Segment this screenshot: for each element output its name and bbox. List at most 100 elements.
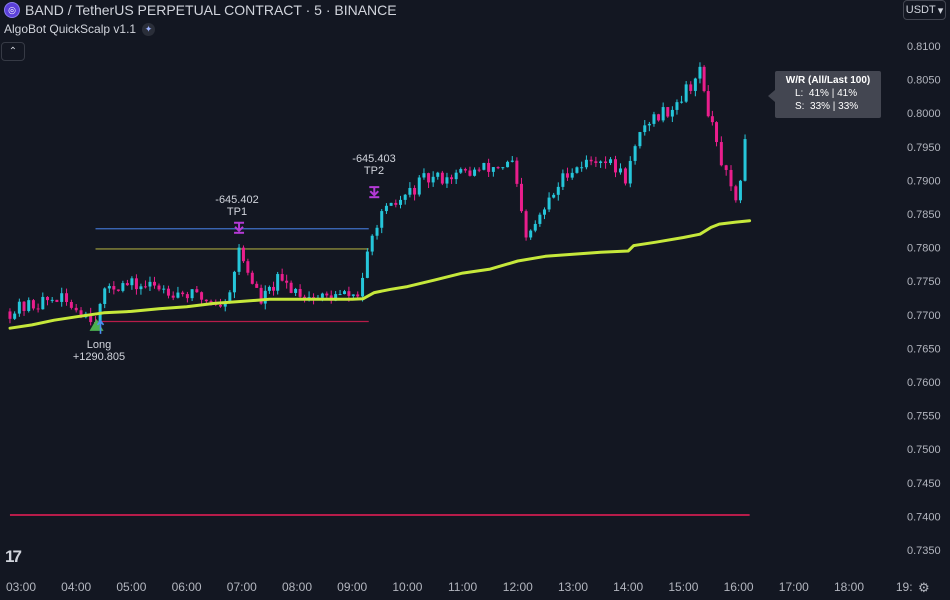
- candle-body: [74, 307, 78, 311]
- candle-body: [166, 288, 170, 296]
- y-tick-label: 0.7600: [907, 377, 941, 389]
- candle-body: [689, 84, 693, 91]
- y-tick-label: 0.8000: [907, 108, 941, 120]
- candle-body: [623, 168, 627, 184]
- candle-body: [157, 285, 161, 290]
- long-pnl: +1290.805: [72, 351, 126, 363]
- candle-body: [698, 66, 702, 79]
- candle-body: [250, 272, 254, 284]
- candle-body: [338, 294, 342, 296]
- candle-body: [487, 162, 491, 172]
- y-tick-label: 0.7400: [907, 511, 941, 523]
- candle-body: [463, 169, 467, 171]
- candle-body: [538, 214, 542, 224]
- candle-body: [17, 301, 21, 314]
- candle-body: [643, 125, 647, 133]
- candle-body: [219, 304, 223, 307]
- x-tick-label: 05:00: [116, 580, 146, 594]
- candle-body: [715, 122, 719, 143]
- candle-body: [347, 291, 351, 296]
- candle-body: [738, 180, 742, 201]
- candle-body: [342, 291, 346, 295]
- candle-body: [706, 91, 710, 117]
- candle-body: [693, 78, 697, 91]
- candle-body: [65, 293, 69, 302]
- candle-body: [552, 194, 556, 198]
- y-tick-label: 0.7450: [907, 478, 941, 490]
- candle-body: [325, 293, 329, 296]
- candle-body: [351, 294, 355, 296]
- tp1-trade-label: -645.402 TP1: [202, 194, 272, 218]
- candle-body: [609, 159, 613, 164]
- candle-body: [27, 300, 31, 311]
- x-tick-label: 04:00: [61, 580, 91, 594]
- candle-body: [491, 167, 495, 172]
- currency-label: USDT: [905, 4, 936, 16]
- candle-body: [112, 286, 116, 290]
- candle-body: [272, 286, 276, 291]
- candle-body: [702, 66, 706, 92]
- candle-body: [652, 114, 656, 124]
- candle-body: [399, 199, 402, 205]
- chevron-down-icon: ▾: [937, 4, 944, 17]
- candle-body: [171, 295, 175, 298]
- candle-body: [103, 288, 107, 304]
- candle-body: [445, 177, 449, 184]
- gear-icon[interactable]: ⚙: [918, 580, 930, 595]
- candle-body: [719, 142, 723, 166]
- x-tick-label: 17:00: [779, 580, 809, 594]
- x-tick-label: 15:00: [668, 580, 698, 594]
- candle-body: [200, 292, 204, 300]
- candle-body: [666, 107, 670, 117]
- candle-body: [41, 296, 45, 310]
- candle-body: [743, 139, 747, 181]
- candle-body: [223, 302, 227, 307]
- candle-body: [31, 300, 35, 309]
- candle-body: [413, 187, 417, 195]
- candle-body: [267, 286, 271, 291]
- collapse-legend-button[interactable]: ⌃: [1, 42, 25, 61]
- y-tick-label: 0.7550: [907, 411, 941, 423]
- candle-body: [89, 313, 93, 323]
- candle-body: [176, 292, 180, 298]
- candle-body: [22, 301, 26, 311]
- candle-body: [121, 283, 125, 291]
- candle-body: [36, 308, 40, 310]
- tp1-exit-marker: [234, 221, 245, 233]
- candle-body: [394, 202, 398, 205]
- x-tick-label: 10:00: [392, 580, 422, 594]
- y-tick-label: 0.7750: [907, 276, 941, 288]
- candle-body: [334, 294, 338, 301]
- y-tick-label: 0.7650: [907, 343, 941, 355]
- x-tick-label: 06:00: [172, 580, 202, 594]
- candle-body: [556, 186, 560, 195]
- candle-body: [303, 296, 307, 298]
- tradingview-logo[interactable]: 17: [5, 547, 22, 566]
- candle-body: [533, 223, 537, 231]
- x-tick-label: 12:00: [503, 580, 533, 594]
- y-tick-label: 0.7350: [907, 545, 941, 557]
- candle-body: [195, 289, 199, 293]
- candle-body: [647, 123, 651, 126]
- candle-body: [524, 211, 528, 238]
- indicator-legend[interactable]: AlgoBot QuickScalp v1.1 ✦: [4, 21, 156, 37]
- candle-body: [431, 176, 435, 183]
- indicator-settings-icon[interactable]: ✦: [142, 22, 156, 36]
- candle-body: [422, 173, 426, 178]
- symbol-header[interactable]: ◎ BAND / TetherUS PERPETUAL CONTRACT · 5…: [4, 1, 397, 19]
- candle-body: [307, 297, 311, 299]
- y-tick-label: 0.7500: [907, 444, 941, 456]
- candle-body: [599, 161, 603, 163]
- tp1-title: TP1: [226, 206, 248, 218]
- candle-body: [255, 283, 259, 288]
- candle-body: [276, 274, 280, 291]
- currency-selector[interactable]: USDT ▾: [903, 0, 946, 20]
- candle-body: [408, 187, 412, 195]
- candle-body: [13, 313, 17, 319]
- candle-body: [542, 209, 546, 215]
- candle-body: [436, 172, 440, 177]
- tp1-pnl: -645.402: [215, 194, 259, 206]
- candle-body: [361, 277, 365, 297]
- candle-body: [107, 286, 111, 289]
